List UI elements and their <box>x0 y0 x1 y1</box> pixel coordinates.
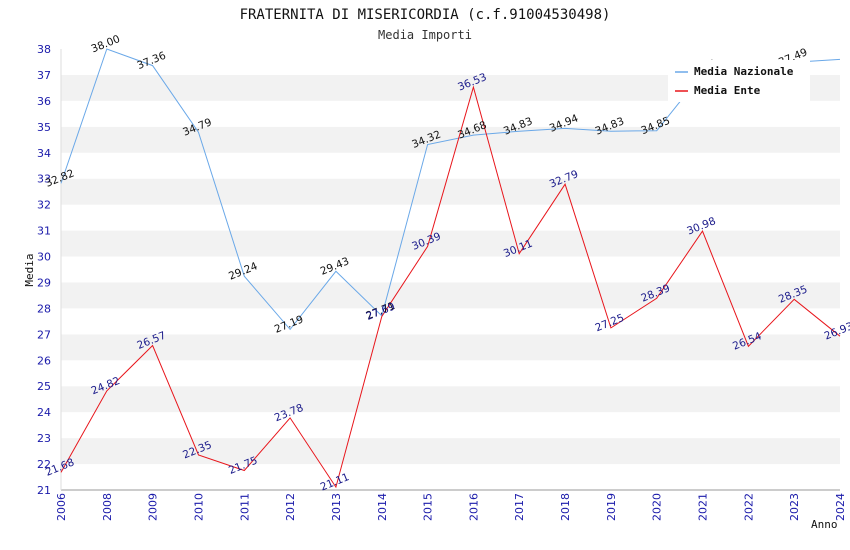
legend-box <box>668 60 810 102</box>
grid-band <box>61 360 840 387</box>
y-axis-label: Media <box>23 253 36 286</box>
grid-band <box>61 386 840 413</box>
legend-label-nazionale: Media Nazionale <box>694 65 794 78</box>
y-tick-label: 34 <box>37 147 51 160</box>
legend: Media Nazionale Media Ente <box>668 60 810 102</box>
grid-band <box>61 178 840 205</box>
y-tick-label: 23 <box>37 432 51 445</box>
y-tick-label: 29 <box>37 276 51 289</box>
x-tick-label: 2012 <box>284 493 297 521</box>
y-tick-label: 35 <box>37 121 51 134</box>
grid-band <box>61 282 840 309</box>
x-tick-label: 2008 <box>101 493 114 521</box>
x-axis-label: Anno <box>811 518 838 531</box>
y-tick-label: 33 <box>37 173 51 186</box>
x-tick-label: 2017 <box>513 493 526 521</box>
x-tick-label: 2010 <box>192 493 205 521</box>
y-tick-label: 25 <box>37 380 51 393</box>
y-tick-label: 26 <box>37 354 51 367</box>
x-tick-label: 2015 <box>422 493 435 521</box>
grid-band <box>61 412 840 439</box>
x-axis-ticks: 2006 2008 2009 2010 2011 2012 2013 2014 2015 2016… <box>55 493 847 521</box>
y-tick-label: 22 <box>37 458 51 471</box>
grid-band <box>61 100 840 127</box>
grid-band <box>61 438 840 465</box>
grid-band <box>61 204 840 231</box>
y-axis-ticks: 21 22 23 24 25 26 27 28 29 30 31 32 33 34 35 36 37 38 <box>37 43 51 497</box>
series-line-ente <box>60 85 841 489</box>
grid-band <box>61 464 840 490</box>
grid-band <box>61 256 840 283</box>
x-tick-label: 2019 <box>605 493 618 521</box>
y-tick-label: 32 <box>37 199 51 212</box>
x-tick-label: 2006 <box>55 493 68 521</box>
grid-band <box>61 334 840 361</box>
y-tick-label: 24 <box>37 406 51 419</box>
x-tick-label: 2024 <box>834 493 847 521</box>
x-tick-label: 2009 <box>147 493 160 521</box>
y-tick-label: 31 <box>37 225 51 238</box>
x-tick-label: 2021 <box>697 493 710 521</box>
y-tick-label: 38 <box>37 43 51 56</box>
y-tick-label: 36 <box>37 95 51 108</box>
grid-band <box>61 230 840 257</box>
chart-title: FRATERNITA DI MISERICORDIA (c.f.91004530… <box>240 7 611 23</box>
grid-bands <box>61 49 840 490</box>
y-tick-label: 21 <box>37 484 51 497</box>
x-tick-label: 2018 <box>559 493 572 521</box>
x-tick-label: 2016 <box>467 493 480 521</box>
legend-label-ente: Media Ente <box>694 84 761 97</box>
grid-band <box>61 308 840 335</box>
x-tick-label: 2023 <box>788 493 801 521</box>
x-tick-label: 2011 <box>238 493 251 521</box>
x-tick-label: 2020 <box>651 493 664 521</box>
x-tick-label: 2014 <box>376 493 389 521</box>
y-tick-label: 30 <box>37 251 51 264</box>
x-tick-label: 2013 <box>330 493 343 521</box>
y-tick-label: 37 <box>37 69 51 82</box>
y-tick-label: 27 <box>37 328 51 341</box>
x-tick-label: 2022 <box>742 493 755 521</box>
chart-subtitle: Media Importi <box>378 28 472 42</box>
y-tick-label: 28 <box>37 302 51 315</box>
